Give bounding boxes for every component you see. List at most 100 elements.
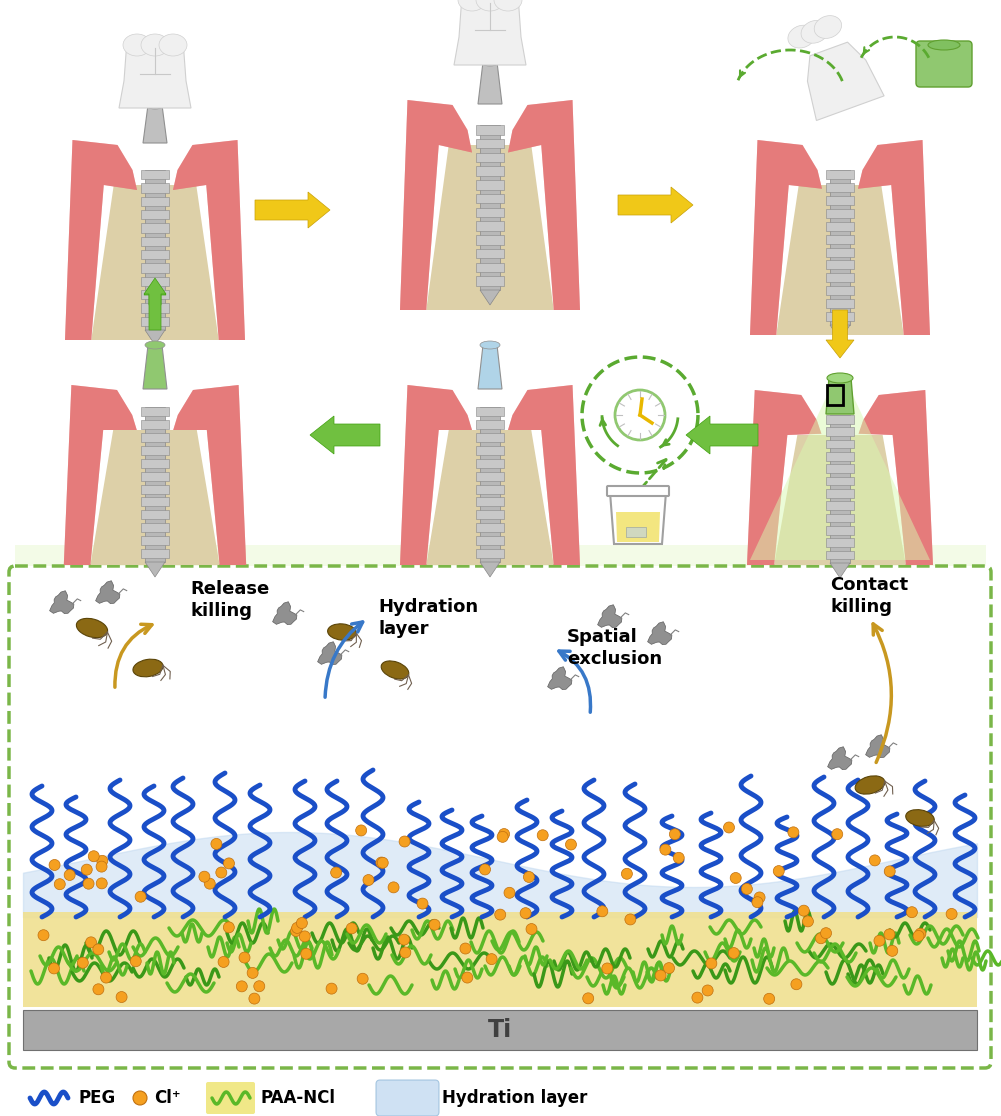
Bar — [480, 407, 500, 562]
Bar — [476, 549, 504, 558]
Ellipse shape — [928, 40, 960, 50]
Bar — [826, 538, 854, 547]
Circle shape — [526, 924, 537, 934]
Circle shape — [97, 855, 108, 866]
Circle shape — [399, 947, 410, 958]
Circle shape — [946, 908, 957, 920]
Circle shape — [674, 853, 685, 864]
Circle shape — [96, 862, 107, 872]
Circle shape — [399, 836, 410, 847]
Text: Contact
killing: Contact killing — [830, 576, 908, 616]
Bar — [476, 433, 504, 442]
FancyArrow shape — [618, 187, 693, 223]
Circle shape — [223, 858, 234, 869]
Bar — [476, 249, 504, 259]
Polygon shape — [508, 100, 580, 310]
Bar — [141, 484, 169, 493]
Polygon shape — [508, 385, 580, 565]
Ellipse shape — [855, 776, 885, 795]
Text: Ti: Ti — [487, 1018, 513, 1042]
Circle shape — [355, 825, 366, 836]
Circle shape — [357, 973, 368, 984]
FancyArrow shape — [255, 192, 330, 228]
Polygon shape — [454, 0, 526, 65]
Bar — [826, 248, 854, 257]
FancyArrow shape — [686, 416, 758, 454]
Circle shape — [290, 925, 301, 936]
Ellipse shape — [788, 26, 815, 48]
Bar — [476, 153, 504, 162]
FancyArrow shape — [144, 278, 166, 330]
Polygon shape — [145, 330, 165, 345]
FancyBboxPatch shape — [916, 41, 972, 87]
Polygon shape — [426, 145, 554, 310]
Ellipse shape — [827, 373, 853, 383]
Circle shape — [660, 844, 671, 855]
Bar — [830, 415, 850, 562]
Bar — [141, 317, 169, 326]
Circle shape — [702, 985, 713, 995]
Circle shape — [96, 878, 107, 888]
Circle shape — [821, 927, 832, 939]
Circle shape — [597, 906, 608, 916]
Bar — [141, 290, 169, 299]
Text: Hydration layer: Hydration layer — [442, 1089, 588, 1107]
Bar — [826, 452, 854, 461]
FancyArrow shape — [826, 310, 854, 358]
Polygon shape — [866, 734, 890, 758]
Circle shape — [494, 910, 506, 920]
Bar — [826, 273, 854, 282]
Ellipse shape — [145, 102, 165, 109]
Ellipse shape — [123, 33, 151, 56]
Bar — [141, 210, 169, 220]
Circle shape — [296, 917, 307, 929]
Bar — [476, 472, 504, 481]
Ellipse shape — [494, 0, 522, 11]
Bar — [476, 407, 504, 416]
Circle shape — [54, 878, 65, 889]
Bar — [141, 459, 169, 468]
Polygon shape — [610, 492, 666, 543]
Ellipse shape — [76, 618, 108, 637]
Circle shape — [326, 983, 337, 994]
Circle shape — [116, 991, 127, 1002]
Circle shape — [887, 945, 898, 956]
Ellipse shape — [480, 341, 500, 349]
Bar — [476, 536, 504, 546]
Bar — [476, 180, 504, 190]
Bar — [476, 445, 504, 455]
Ellipse shape — [327, 624, 356, 641]
Polygon shape — [478, 345, 502, 389]
Circle shape — [803, 916, 814, 927]
Polygon shape — [64, 385, 137, 565]
Bar — [476, 138, 504, 148]
Circle shape — [299, 931, 310, 942]
FancyBboxPatch shape — [607, 485, 669, 496]
Bar — [826, 312, 854, 321]
Polygon shape — [145, 562, 165, 577]
Polygon shape — [508, 385, 580, 565]
Circle shape — [330, 867, 341, 878]
Circle shape — [211, 838, 222, 849]
Circle shape — [429, 920, 440, 931]
Polygon shape — [776, 185, 904, 335]
Ellipse shape — [133, 660, 163, 676]
Bar — [141, 472, 169, 481]
Text: Release
killing: Release killing — [190, 580, 269, 620]
Circle shape — [670, 829, 681, 839]
Polygon shape — [426, 430, 554, 565]
Polygon shape — [50, 590, 74, 614]
Bar — [141, 407, 169, 416]
Text: Hydration
layer: Hydration layer — [378, 598, 478, 638]
Bar — [141, 498, 169, 507]
Polygon shape — [750, 385, 930, 560]
Bar — [826, 195, 854, 205]
Bar — [141, 223, 169, 232]
Circle shape — [88, 850, 99, 862]
Circle shape — [497, 831, 509, 843]
Bar — [141, 510, 169, 519]
Circle shape — [417, 898, 428, 910]
Circle shape — [459, 943, 470, 954]
Bar — [476, 235, 504, 244]
Bar — [141, 196, 169, 206]
